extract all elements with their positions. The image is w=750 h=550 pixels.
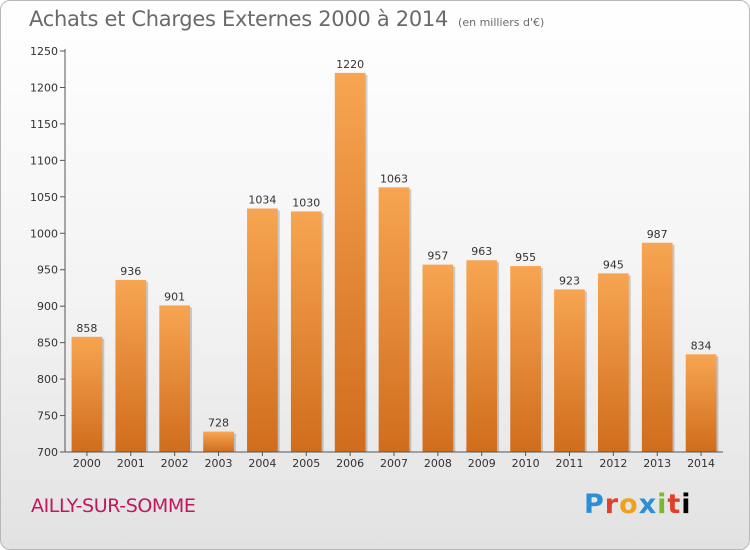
y-tick-label: 1100 bbox=[30, 154, 58, 167]
y-tick-label: 700 bbox=[37, 446, 58, 459]
chart-title: Achats et Charges Externes 2000 à 2014 (e… bbox=[29, 7, 544, 31]
bar-2006 bbox=[334, 72, 366, 452]
y-axis: 700 750 800 850 900 950 1000 1050 1100 1150 1200 12… bbox=[30, 45, 66, 459]
logo-letter: i bbox=[657, 489, 668, 520]
x-tick-label: 2012 bbox=[599, 457, 627, 470]
chart-unit: (en milliers d'€) bbox=[458, 16, 545, 29]
bar-2010 bbox=[510, 266, 541, 452]
x-tick-label: 2002 bbox=[161, 457, 189, 470]
bar-2003 bbox=[203, 431, 234, 452]
logo-letter: P bbox=[584, 489, 605, 520]
x-tick-label: 2014 bbox=[687, 457, 715, 470]
y-tick-label: 1000 bbox=[30, 227, 58, 240]
bars: 858 936 901 728 1034 1030 1220 1063 957 963 955 923… bbox=[71, 58, 719, 452]
bar-value-label: 987 bbox=[647, 228, 668, 241]
x-tick-label: 2006 bbox=[336, 457, 364, 470]
bar-2001 bbox=[115, 279, 147, 452]
bar-2002 bbox=[159, 305, 191, 452]
x-tick-label: 2007 bbox=[380, 457, 408, 470]
x-tick-label: 2010 bbox=[512, 457, 540, 470]
logo-letter: r bbox=[604, 489, 620, 520]
y-tick-label: 1200 bbox=[30, 81, 58, 94]
bar-value-label: 1034 bbox=[248, 193, 276, 206]
bar-2012 bbox=[597, 273, 629, 452]
x-tick-label: 2004 bbox=[248, 457, 276, 470]
bar-value-label: 901 bbox=[164, 290, 185, 303]
bar-2011 bbox=[554, 289, 585, 452]
y-tick-label: 1250 bbox=[30, 45, 58, 58]
logo-letter: t bbox=[667, 489, 682, 520]
x-axis: 2000 2001 2002 2003 2004 2005 2006 2007 2008 2009… bbox=[65, 451, 723, 470]
place-name: AILLY-SUR-SOMME bbox=[31, 495, 196, 517]
x-tick-label: 2011 bbox=[555, 457, 583, 470]
bar-value-label: 1030 bbox=[292, 196, 320, 209]
y-tick-label: 1050 bbox=[30, 191, 58, 204]
bar-2004 bbox=[247, 208, 278, 452]
bar-2005 bbox=[290, 211, 322, 452]
bar-2013 bbox=[641, 242, 673, 452]
bar-2014 bbox=[685, 354, 717, 452]
bar-value-label: 945 bbox=[603, 258, 624, 271]
x-tick-label: 2009 bbox=[468, 457, 496, 470]
bar-value-label: 858 bbox=[76, 322, 97, 335]
x-tick-label: 2003 bbox=[205, 457, 233, 470]
y-tick-label: 950 bbox=[37, 264, 58, 277]
logo-letter: o bbox=[619, 489, 639, 520]
x-tick-label: 2005 bbox=[292, 457, 320, 470]
x-tick-label: 2008 bbox=[424, 457, 452, 470]
proxiti-logo: Proxiti bbox=[584, 489, 692, 520]
logo-letter: i bbox=[681, 489, 692, 520]
y-tick-label: 750 bbox=[37, 410, 58, 423]
logo-letter: x bbox=[638, 489, 658, 520]
bar-value-label: 957 bbox=[427, 250, 448, 263]
x-tick-label: 2000 bbox=[73, 457, 101, 470]
y-tick-label: 900 bbox=[37, 300, 58, 313]
y-tick-label: 800 bbox=[37, 373, 58, 386]
x-tick-label: 2001 bbox=[117, 457, 145, 470]
y-tick-label: 850 bbox=[37, 337, 58, 350]
bar-value-label: 834 bbox=[691, 339, 712, 352]
bar-value-label: 1063 bbox=[380, 172, 408, 185]
bar-value-label: 936 bbox=[120, 265, 141, 278]
bar-2007 bbox=[378, 187, 410, 452]
bar-value-label: 963 bbox=[471, 245, 492, 258]
y-tick-label: 1150 bbox=[30, 118, 58, 131]
bar-value-label: 1220 bbox=[336, 58, 364, 71]
bar-value-label: 728 bbox=[208, 417, 229, 430]
x-tick-label: 2013 bbox=[643, 457, 671, 470]
bar-2009 bbox=[466, 260, 498, 452]
bar-value-label: 923 bbox=[559, 274, 580, 287]
chart-title-text: Achats et Charges Externes 2000 à 2014 bbox=[29, 7, 449, 31]
bar-2008 bbox=[422, 264, 454, 452]
bar-value-label: 955 bbox=[515, 251, 536, 264]
bar-2000 bbox=[71, 336, 103, 452]
